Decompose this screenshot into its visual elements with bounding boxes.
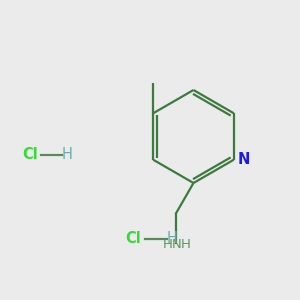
Text: N: N	[172, 238, 182, 251]
Text: H: H	[163, 238, 173, 251]
Text: H: H	[167, 231, 178, 246]
Text: Cl: Cl	[126, 231, 141, 246]
Text: H: H	[62, 147, 73, 162]
Text: H: H	[181, 238, 191, 251]
Text: N: N	[237, 152, 250, 167]
Text: Cl: Cl	[22, 147, 38, 162]
